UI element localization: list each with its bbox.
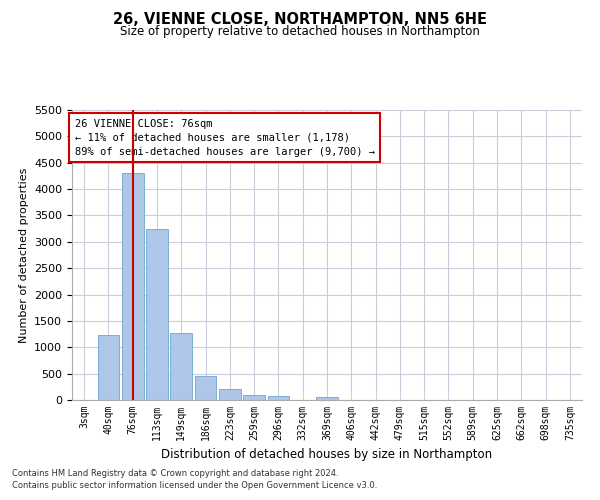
Bar [268,396,289,400]
Bar [146,228,168,400]
Text: 26, VIENNE CLOSE, NORTHAMPTON, NN5 6HE: 26, VIENNE CLOSE, NORTHAMPTON, NN5 6HE [113,12,487,28]
Bar [170,333,192,400]
Bar [194,376,217,400]
Bar [243,394,265,400]
Text: 26 VIENNE CLOSE: 76sqm
← 11% of detached houses are smaller (1,178)
89% of semi-: 26 VIENNE CLOSE: 76sqm ← 11% of detached… [74,118,374,156]
Bar [97,335,119,400]
Text: Contains public sector information licensed under the Open Government Licence v3: Contains public sector information licen… [12,481,377,490]
Bar [316,398,338,400]
Y-axis label: Number of detached properties: Number of detached properties [19,168,29,342]
Bar [122,174,143,400]
Text: Size of property relative to detached houses in Northampton: Size of property relative to detached ho… [120,25,480,38]
Bar [219,390,241,400]
X-axis label: Distribution of detached houses by size in Northampton: Distribution of detached houses by size … [161,448,493,462]
Text: Contains HM Land Registry data © Crown copyright and database right 2024.: Contains HM Land Registry data © Crown c… [12,468,338,477]
